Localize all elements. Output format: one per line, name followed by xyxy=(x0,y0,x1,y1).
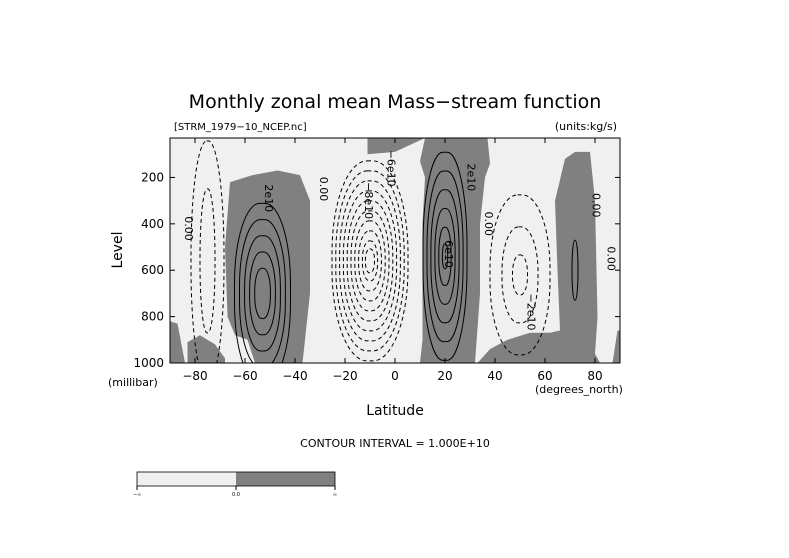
y-axis-units: (millibar) xyxy=(108,376,158,389)
contour-line xyxy=(364,248,375,274)
contour-label: 2e10 xyxy=(262,184,275,212)
contour-line xyxy=(335,170,405,352)
positive-region xyxy=(187,335,225,363)
file-label: [STRM_1979−10_NCEP.nc] xyxy=(174,122,307,133)
chart-title: Monthly zonal mean Mass−stream function xyxy=(189,91,602,113)
contour-label: 0.00 xyxy=(590,193,603,218)
contour-line xyxy=(244,235,281,352)
contour-line xyxy=(249,251,276,336)
y-axis-label: Level xyxy=(110,232,126,269)
contour-label: −8e10 xyxy=(362,182,375,219)
contour-labels: 0.00 2e10 0.00 −6e10 −8e10 2e10 6e10 0.00 −2e10 0… xyxy=(182,150,617,331)
x-axis-label: Latitude xyxy=(366,403,424,419)
contour-label: 0.00 xyxy=(482,212,495,237)
colorbar-label: −∞ xyxy=(133,492,141,498)
contour-line xyxy=(239,219,286,363)
contour-line xyxy=(199,188,216,334)
contour-line xyxy=(571,239,579,301)
colorbar: −∞ 0.0 ∞ xyxy=(133,471,337,498)
contour-line xyxy=(512,254,528,296)
y-tick-label: 200 xyxy=(141,170,164,184)
x-tick-label: 60 xyxy=(537,369,552,383)
y-tick-label: 800 xyxy=(141,310,164,324)
contour-line xyxy=(438,226,452,286)
contour-line xyxy=(342,190,398,332)
contour-label: 2e10 xyxy=(464,164,477,192)
contour-line xyxy=(358,230,382,292)
contour-label: 0.00 xyxy=(182,216,195,241)
contour-line xyxy=(190,140,225,363)
contour-line xyxy=(331,160,409,362)
y-tick-label: 600 xyxy=(141,263,164,277)
positive-region xyxy=(225,170,310,363)
contour-line xyxy=(339,180,401,342)
contour-line xyxy=(354,220,386,302)
x-tick-label: −60 xyxy=(232,369,257,383)
y-tick-label: 1000 xyxy=(133,356,164,370)
colorbar-negative-swatch xyxy=(137,472,236,486)
contour-line xyxy=(489,194,551,356)
contour-line xyxy=(361,240,379,282)
contour-line xyxy=(434,208,456,305)
contour-label: 6e10 xyxy=(442,240,455,268)
contour-label: −6e10 xyxy=(385,150,398,187)
contour-line xyxy=(254,267,271,320)
y-tick-label: 400 xyxy=(141,217,164,231)
contour-label: −2e10 xyxy=(525,294,538,331)
units-label: (units:kg/s) xyxy=(555,120,617,133)
contour-line xyxy=(426,170,464,343)
x-tick-label: 40 xyxy=(487,369,502,383)
colorbar-label: ∞ xyxy=(333,492,337,498)
x-axis-units: (degrees_north) xyxy=(535,383,623,396)
x-tick-label: −40 xyxy=(282,369,307,383)
contour-interval-text: CONTOUR INTERVAL = 1.000E+10 xyxy=(300,437,490,450)
axis-ticks: −80 −60 −40 −20 0 20 40 60 80 200 400 600 800 1000 xyxy=(133,138,620,383)
colorbar-positive-swatch xyxy=(236,472,335,486)
positive-region xyxy=(477,151,600,363)
contour-label: 0.00 xyxy=(317,177,330,202)
positive-region xyxy=(612,330,620,363)
contour-line xyxy=(350,210,390,312)
contour-lines xyxy=(190,140,579,363)
contour-label: 0.00 xyxy=(604,246,617,271)
positive-region xyxy=(170,321,185,363)
contour-line xyxy=(441,243,449,270)
x-tick-label: −20 xyxy=(332,369,357,383)
contour-line xyxy=(234,202,291,363)
contour-line xyxy=(501,226,539,324)
x-tick-label: −80 xyxy=(182,369,207,383)
x-tick-label: 80 xyxy=(587,369,602,383)
colorbar-label: 0.0 xyxy=(232,492,240,498)
plot-area: 0.00 2e10 0.00 −6e10 −8e10 2e10 6e10 0.00 −2e10 0… xyxy=(170,138,620,363)
x-tick-label: 20 xyxy=(437,369,452,383)
positive-region xyxy=(367,138,425,155)
contour-line xyxy=(430,189,460,324)
x-tick-label: 0 xyxy=(391,369,399,383)
contour-line xyxy=(346,200,394,322)
